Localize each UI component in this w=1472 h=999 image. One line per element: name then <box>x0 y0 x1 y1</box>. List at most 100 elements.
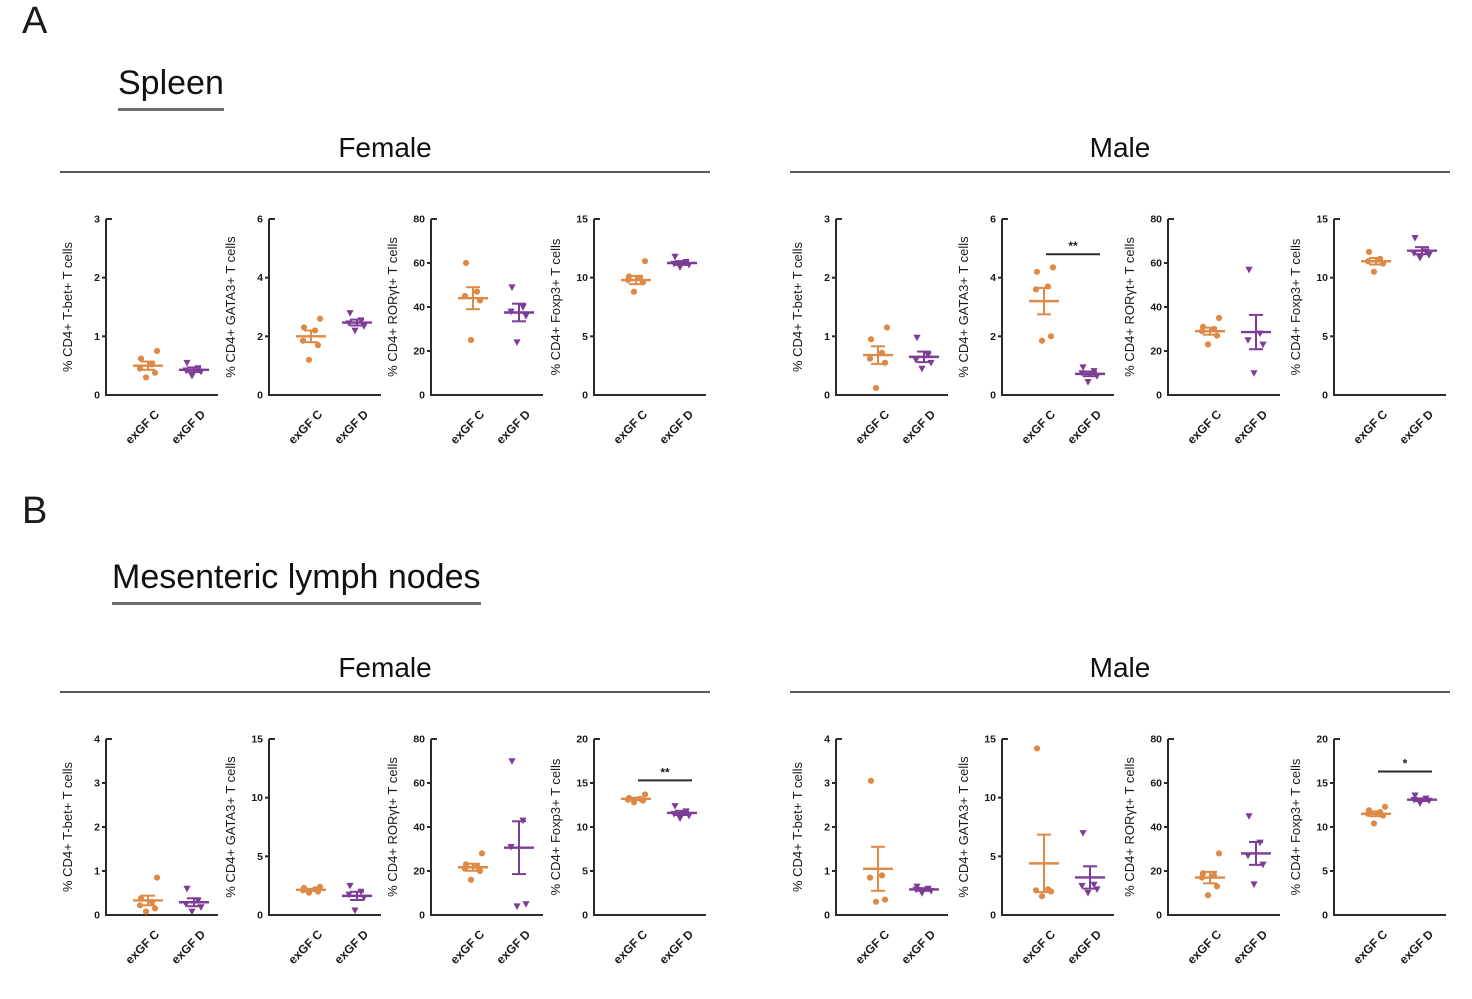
y-axis-label: % CD4+ Foxp3+ T cells <box>548 238 563 375</box>
data-point <box>1365 248 1373 255</box>
series-exgf-c <box>458 259 489 344</box>
data-point <box>148 898 156 905</box>
y-tick-label: 3 <box>824 778 830 790</box>
data-point <box>682 808 690 815</box>
data-point <box>1033 745 1041 752</box>
data-point <box>1410 796 1418 804</box>
y-tick-label: 15 <box>576 778 588 790</box>
y-tick-label: 10 <box>1316 272 1328 284</box>
female-header: Female <box>60 652 710 693</box>
y-tick-label: 0 <box>94 910 100 922</box>
y-tick-label: 0 <box>419 390 425 402</box>
axes <box>1330 218 1446 396</box>
data-point <box>676 815 684 822</box>
y-tick-label: 0 <box>1156 910 1162 922</box>
series-exgf-c <box>295 315 326 363</box>
data-point <box>1381 803 1389 810</box>
series-exgf-c <box>1361 803 1391 827</box>
y-tick-label: 1 <box>94 866 100 878</box>
data-point <box>676 264 684 271</box>
y-tick-label: 0 <box>257 910 263 922</box>
y-tick-label: 3 <box>824 214 830 226</box>
y-tick-label: 40 <box>1150 302 1162 314</box>
data-point <box>468 876 475 883</box>
data-point <box>299 337 306 344</box>
y-tick-label: 20 <box>1150 346 1162 358</box>
data-point <box>866 874 874 881</box>
series-exgf-c <box>1029 745 1059 900</box>
male-header: Male <box>790 132 1450 173</box>
x-tick-label: exGF C <box>1019 927 1059 967</box>
data-point <box>1093 886 1101 893</box>
series-exgf-c <box>133 874 163 915</box>
data-point <box>522 313 530 320</box>
data-point <box>1032 887 1040 894</box>
y-tick-label: 2 <box>990 331 996 343</box>
significance-label: * <box>1403 757 1408 771</box>
data-point <box>1245 266 1253 274</box>
significance-label: ** <box>1068 239 1078 253</box>
y-tick-label: 20 <box>1150 866 1162 878</box>
data-point <box>878 872 886 879</box>
error-bar <box>133 894 163 907</box>
y-tick-label: 5 <box>1322 866 1328 878</box>
data-point <box>1256 330 1264 338</box>
y-tick-label: 80 <box>414 214 426 226</box>
data-point <box>671 803 679 810</box>
data-point <box>1370 268 1378 275</box>
data-point <box>463 259 470 267</box>
data-point <box>142 374 150 381</box>
data-point <box>316 883 323 890</box>
y-tick-label: 2 <box>94 822 100 834</box>
data-point <box>1416 254 1424 262</box>
data-point <box>311 327 318 334</box>
y-tick-label: 10 <box>1316 822 1328 834</box>
data-point <box>477 297 484 304</box>
series-exgf-d <box>1075 364 1105 386</box>
y-axis-label: % CD4+ GATA3+ T cells <box>956 236 971 378</box>
data-point <box>670 811 678 818</box>
data-point <box>883 324 891 331</box>
data-point <box>197 368 205 376</box>
data-point <box>188 908 196 916</box>
axes <box>832 218 948 396</box>
y-axis-label: % CD4+ GATA3+ T cells <box>223 756 238 898</box>
data-point <box>924 885 932 893</box>
y-axis-label: % CD4+ Foxp3+ T cells <box>1288 238 1303 375</box>
data-point <box>1090 368 1098 375</box>
data-point <box>345 891 353 899</box>
significance-label: ** <box>660 765 670 779</box>
data-point <box>867 336 875 343</box>
data-point <box>671 253 679 261</box>
data-point <box>1038 337 1046 344</box>
data-point <box>1256 839 1264 847</box>
data-point <box>1084 889 1092 897</box>
data-point <box>1245 813 1253 820</box>
axes <box>102 738 218 916</box>
data-point <box>1376 808 1384 816</box>
data-point <box>924 352 932 359</box>
data-point <box>1047 333 1055 340</box>
error-bar <box>504 820 535 876</box>
data-point <box>522 901 530 908</box>
data-point <box>1049 264 1057 271</box>
data-point <box>474 863 481 870</box>
y-tick-label: 10 <box>984 792 996 804</box>
axes <box>1164 738 1280 916</box>
x-tick-label: exGF C <box>610 927 650 967</box>
y-axis-label: % CD4+ Foxp3+ T cells <box>1288 758 1303 895</box>
data-point <box>314 342 321 349</box>
data-point <box>194 897 202 905</box>
y-tick-label: 4 <box>94 734 100 746</box>
data-point <box>881 359 889 366</box>
data-point <box>927 359 935 367</box>
